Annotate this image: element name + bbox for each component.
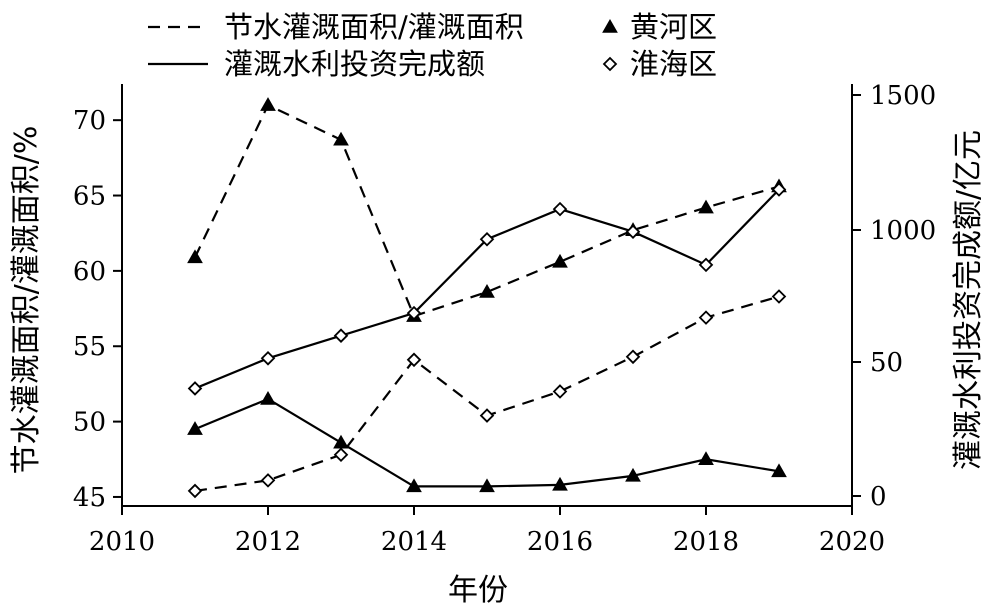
diamond-marker xyxy=(698,310,714,325)
triangle-marker xyxy=(552,253,568,268)
triangle-marker xyxy=(333,434,349,449)
diamond-marker xyxy=(479,408,495,423)
triangle-marker xyxy=(625,467,641,482)
x-tick-label: 2010 xyxy=(89,527,155,557)
diamond-marker xyxy=(187,483,203,499)
y-right-tick-label: 1000 xyxy=(870,216,936,246)
triangle-marker xyxy=(260,97,276,111)
triangle-marker xyxy=(698,199,714,214)
x-tick-label: 2014 xyxy=(381,527,447,557)
legend-label: 淮海区 xyxy=(630,47,717,81)
y-right-tick-label: 0 xyxy=(870,482,887,512)
diamond-marker xyxy=(260,351,276,366)
triangle-marker xyxy=(260,390,276,405)
y-left-tick-label: 45 xyxy=(73,483,106,513)
series-layer xyxy=(187,97,787,499)
x-tick-label: 2020 xyxy=(819,527,885,557)
x-axis-label: 年份 xyxy=(448,573,508,608)
diamond-marker xyxy=(625,224,641,239)
x-tick-label: 2012 xyxy=(235,527,301,557)
diamond-marker xyxy=(602,56,618,72)
diamond-marker xyxy=(552,201,568,217)
x-tick-label: 2018 xyxy=(673,527,739,557)
diamond-marker xyxy=(625,349,641,365)
diamond-marker xyxy=(406,305,422,321)
triangle-marker xyxy=(698,451,714,466)
triangle-marker xyxy=(333,131,349,146)
diamond-marker xyxy=(698,257,714,273)
triangle-marker xyxy=(479,478,495,493)
triangle-marker xyxy=(602,18,618,33)
y-left-tick-label: 70 xyxy=(73,106,106,136)
diamond-marker xyxy=(771,182,787,197)
y-axis-left-label: 节水灌溉面积/灌溉面积/% xyxy=(9,126,44,475)
x-tick-label: 2016 xyxy=(527,527,593,557)
y-left-tick-label: 50 xyxy=(73,408,106,438)
diamond-marker xyxy=(187,381,203,396)
y-left-tick-label: 60 xyxy=(73,257,106,287)
diamond-marker xyxy=(333,328,349,343)
diamond-marker xyxy=(479,231,495,247)
triangle-marker xyxy=(552,476,568,491)
y-right-tick-label: 1500 xyxy=(870,81,936,111)
triangle-marker xyxy=(406,478,422,493)
series-1 xyxy=(187,289,787,499)
triangle-marker xyxy=(771,463,787,478)
axes: 2010 2012 2014 2016 2018 2020 45 50 55 60 65 70 0 50 1… xyxy=(73,81,936,557)
diamond-marker xyxy=(333,447,349,463)
diamond-marker xyxy=(771,289,787,304)
triangle-marker xyxy=(187,249,203,264)
diamond-marker xyxy=(260,473,276,488)
series-line xyxy=(194,103,780,318)
legend-label: 灌溉水利投资完成额 xyxy=(224,47,485,81)
legend-label: 黄河区 xyxy=(630,10,717,44)
triangle-marker xyxy=(187,421,203,435)
series-3 xyxy=(187,182,787,396)
y-axis-right-label: 灌溉水利投资完成额/亿元 xyxy=(951,130,986,470)
y-left-tick-label: 55 xyxy=(73,332,106,362)
diamond-marker xyxy=(552,384,568,399)
diamond-marker xyxy=(406,352,422,368)
series-2 xyxy=(187,390,787,493)
triangle-marker xyxy=(479,283,495,298)
series-0 xyxy=(187,97,787,322)
y-left-tick-label: 65 xyxy=(73,182,106,212)
legend-label: 节水灌溉面积/灌溉面积 xyxy=(224,10,524,44)
y-right-tick-label: 50 xyxy=(870,348,903,378)
